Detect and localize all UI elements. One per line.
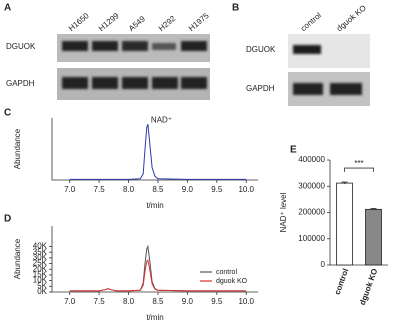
x-tick-label: 8.5 xyxy=(152,185,164,194)
annotation: NAD⁺ xyxy=(151,115,172,124)
x-tick-label: control xyxy=(333,267,351,296)
bar xyxy=(336,182,353,266)
y-tick-label: 15K xyxy=(33,270,48,279)
y-tick-label: 0K xyxy=(37,287,47,296)
lane-label: dguok KO xyxy=(335,3,368,33)
x-tick-label: 8.0 xyxy=(123,297,135,306)
y-tick-label: 400000 xyxy=(298,155,325,164)
x-tick-label: dguok KO xyxy=(358,267,380,306)
x-tick-label: 10.0 xyxy=(238,185,254,194)
blot-row-label: DGUOK xyxy=(6,42,36,51)
axis xyxy=(51,118,258,181)
x-tick-label: 9.0 xyxy=(182,297,194,306)
blot-b: DGUOK GAPDH control dguok KO xyxy=(246,3,370,106)
lane-label: H1650 xyxy=(67,11,91,33)
error-bar xyxy=(341,181,348,185)
legend-label: dguok KO xyxy=(216,278,248,285)
blot-row-label: GAPDH xyxy=(6,79,35,88)
x-tick-label: 10.0 xyxy=(238,297,254,306)
y-tick-label: 35K xyxy=(33,247,48,256)
x-tick-label: 7.5 xyxy=(94,297,106,306)
lane-label: A549 xyxy=(127,14,148,33)
blot-a: DGUOK GAPDH H1650 H1299 A549 H292 H1975 xyxy=(6,11,211,100)
x-axis-label: t/min xyxy=(146,313,163,322)
lane-label: H1299 xyxy=(97,11,121,33)
y-tick-label: 40K xyxy=(33,242,48,251)
y-axis-label: Abundance xyxy=(13,238,22,279)
x-tick-label: 9.5 xyxy=(211,185,223,194)
y-tick-label: 5K xyxy=(37,281,47,290)
line xyxy=(69,124,247,180)
lane-label: H1975 xyxy=(187,11,211,33)
y-tick-label: 0 xyxy=(321,260,326,269)
significance-bracket xyxy=(344,167,374,173)
y-tick-label: 30K xyxy=(33,253,48,262)
y-tick-label: 20K xyxy=(33,264,48,273)
legend-label: control xyxy=(216,269,237,276)
x-tick-label: 9.0 xyxy=(182,185,194,194)
x-tick-label: 7.0 xyxy=(64,297,76,306)
significance: *** xyxy=(354,159,363,168)
panel-label: C xyxy=(4,108,11,119)
y-tick-label: 300000 xyxy=(298,181,325,190)
x-tick-label: 8.0 xyxy=(123,185,135,194)
x-tick-label: 8.5 xyxy=(152,297,164,306)
x-tick-label: 9.5 xyxy=(211,297,223,306)
x-tick-label: 7.5 xyxy=(94,185,106,194)
lane-label: H292 xyxy=(157,14,178,34)
blot-row-label: GAPDH xyxy=(246,84,275,93)
lane-label: control xyxy=(299,11,323,33)
panel-label: E xyxy=(290,145,297,156)
panel-label: A xyxy=(4,3,11,14)
y-tick-label: 25K xyxy=(33,259,48,268)
y-tick-label: 10K xyxy=(33,276,48,285)
y-axis-label: NAD⁺ level xyxy=(279,192,288,232)
line xyxy=(69,259,247,292)
y-axis-label: Abundance xyxy=(13,128,22,169)
x-axis-label: t/min xyxy=(146,201,163,210)
error-bar xyxy=(370,208,377,211)
panel-label: D xyxy=(4,214,11,225)
y-tick-label: 100000 xyxy=(298,234,325,243)
y-tick-label: 200000 xyxy=(298,208,325,217)
bar xyxy=(365,208,382,266)
blot-row-label: DGUOK xyxy=(246,45,276,54)
x-tick-label: 7.0 xyxy=(64,185,76,194)
panel-label: B xyxy=(232,3,239,14)
